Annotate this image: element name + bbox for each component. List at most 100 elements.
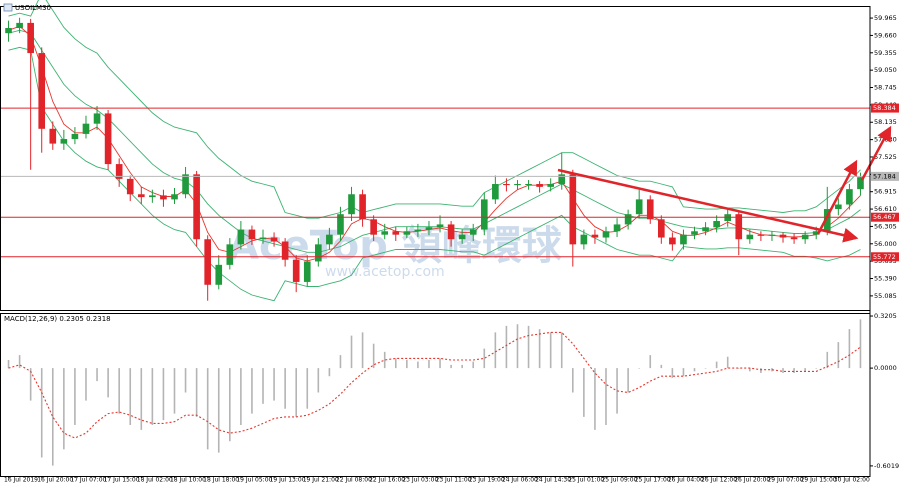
- x-tick-label: 19 Jul 05:00: [236, 477, 272, 483]
- y-tick-label: 0.0000: [874, 364, 897, 372]
- candle-body: [38, 53, 46, 129]
- macd-bar: [29, 368, 32, 401]
- candle-body: [326, 234, 333, 245]
- signal-line: [8, 331, 861, 439]
- macd-bar: [771, 368, 773, 372]
- macd-bar: [715, 361, 718, 369]
- macd-bar: [295, 368, 297, 417]
- macd-bar: [815, 368, 818, 369]
- macd-bar: [350, 335, 353, 369]
- x-tick-label: 26 Jul 12:00: [701, 477, 737, 483]
- macd-bar: [372, 343, 375, 369]
- macd-bar: [483, 348, 486, 369]
- x-tick-label: 26 Jul 20:00: [734, 477, 770, 483]
- macd-bar: [450, 364, 452, 369]
- candle-body: [857, 177, 864, 190]
- macd-bar: [804, 368, 806, 372]
- macd-bar: [118, 368, 120, 414]
- candle-body: [27, 22, 34, 54]
- y-tick-label: 57.525: [874, 153, 897, 161]
- y-tick-label: 56.610: [874, 205, 897, 213]
- macd-bar: [428, 359, 430, 369]
- macd-bar: [505, 325, 508, 369]
- macd-bar: [229, 368, 231, 442]
- level-label: 57.184: [873, 172, 896, 180]
- x-tick-label: 19 Jul 13:00: [270, 477, 306, 483]
- candle-body: [779, 234, 787, 238]
- candle-body: [104, 113, 112, 165]
- x-tick-label: 16 Jul 20:00: [37, 477, 73, 483]
- macd-bar: [317, 368, 320, 393]
- candle-body: [613, 224, 621, 232]
- x-tick-label: 16 Jul 2019: [4, 477, 38, 483]
- macd-bar: [793, 368, 795, 373]
- y-tick-label: 56.915: [874, 188, 897, 196]
- macd-bar: [383, 351, 386, 369]
- y-tick-label: 56.305: [874, 222, 897, 230]
- candle-body: [602, 231, 610, 238]
- macd-bar: [406, 359, 408, 369]
- candle-body: [71, 133, 79, 140]
- candle-body: [469, 229, 477, 235]
- candle-body: [115, 164, 123, 179]
- candle-body: [735, 214, 743, 240]
- candle-body: [458, 234, 466, 240]
- candle-body: [171, 194, 178, 200]
- candle-body: [60, 139, 68, 144]
- x-tick-label: 22 Jul 16:00: [369, 477, 405, 483]
- candle-body: [149, 195, 156, 198]
- y-tick-label: 59.965: [874, 14, 897, 22]
- candle-body: [204, 239, 212, 285]
- candle-body: [237, 229, 245, 245]
- macd-bar: [527, 325, 530, 369]
- candle-body: [669, 237, 676, 245]
- candle-body: [569, 174, 577, 245]
- candle-body: [403, 231, 411, 235]
- macd-bar: [7, 359, 10, 369]
- window-title: USOILM30: [15, 4, 51, 12]
- main-panel: 59.96559.66059.35559.05058.74558.44058.1…: [1, 0, 899, 302]
- trend-arrow: [557, 168, 859, 243]
- macd-title: MACD(12,26,9) 0.2305 0.2318: [4, 315, 111, 323]
- candle-body: [713, 221, 720, 228]
- x-tick-label: 25 Jul 17:00: [635, 477, 671, 483]
- candle-body: [536, 184, 543, 187]
- candle-body: [801, 234, 809, 240]
- candle-body: [492, 184, 499, 200]
- macd-bar: [262, 368, 264, 404]
- x-tick-label: 29 Jul 15:00: [801, 477, 837, 483]
- candle-body: [137, 194, 145, 198]
- macd-bar: [826, 351, 829, 369]
- up-arrow: [816, 159, 858, 235]
- x-tick-label: 19 Jul 21:00: [303, 477, 339, 483]
- candle-body: [281, 241, 289, 260]
- x-tick-label: 18 Jul 10:00: [170, 477, 206, 483]
- candle-body: [691, 231, 698, 235]
- macd-bar: [173, 368, 176, 414]
- candle-body: [823, 209, 831, 232]
- macd-bar: [560, 332, 563, 369]
- macd-bar: [627, 368, 629, 393]
- candle-body: [657, 219, 665, 238]
- candle-body: [436, 224, 444, 228]
- macd-bar: [85, 368, 87, 401]
- macd-bar: [472, 361, 475, 369]
- macd-bar: [273, 368, 275, 401]
- macd-bar: [74, 368, 76, 425]
- candle-body: [591, 234, 599, 238]
- macd-bar: [848, 329, 851, 369]
- x-tick-label: 17 Jul 07:00: [70, 477, 106, 483]
- macd-bar: [682, 368, 685, 377]
- y-tick-label: 58.745: [874, 84, 897, 92]
- candle-body: [580, 234, 588, 245]
- macd-bar: [96, 368, 98, 382]
- y-tick-label: 59.050: [874, 66, 897, 74]
- x-tick-label: 25 Jul 09:00: [601, 477, 637, 483]
- x-tick-label: 22 Jul 08:00: [336, 477, 372, 483]
- y-tick-label: 0.3205: [874, 312, 897, 320]
- level-label: 58.384: [873, 104, 896, 112]
- candle-body: [303, 261, 311, 282]
- candle-body: [414, 229, 422, 232]
- x-tick-label: 18 Jul 18:00: [203, 477, 239, 483]
